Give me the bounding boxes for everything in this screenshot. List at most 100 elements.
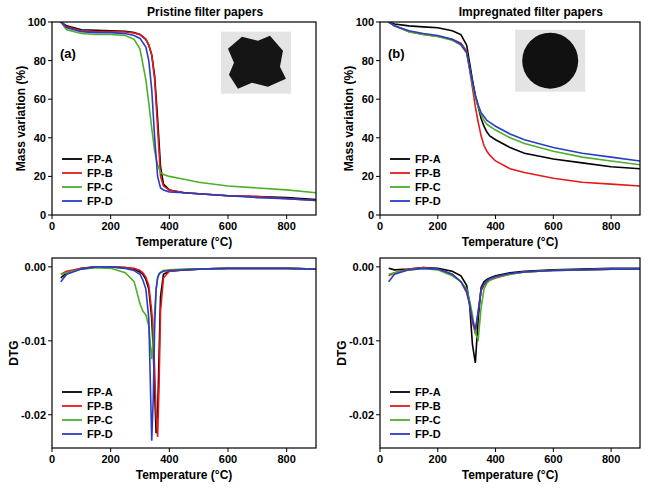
x-tick-label: 800 <box>277 220 295 232</box>
legend-label: FP-A <box>87 386 113 398</box>
panel-title: Impregnated filter papers <box>459 5 603 19</box>
legend-swatch <box>62 405 82 407</box>
x-tick-label: 200 <box>429 453 447 465</box>
legend-label: FP-B <box>87 167 113 179</box>
panel: 0200400600800-0.02-0.010.00Temperature (… <box>7 258 316 482</box>
x-axis-title: Temperature (°C) <box>136 468 233 482</box>
x-tick-label: 800 <box>277 453 295 465</box>
legend-swatch <box>390 391 410 393</box>
plot-frame <box>52 22 316 215</box>
y-tick <box>376 266 380 267</box>
x-tick-label: 200 <box>101 220 119 232</box>
panel: 0200400600800-0.02-0.010.00Temperature (… <box>335 258 640 482</box>
legend-label: FP-D <box>87 428 113 440</box>
legend-label: FP-D <box>415 428 441 440</box>
y-tick-label: 100 <box>356 16 374 28</box>
legend-swatch <box>62 433 82 435</box>
y-tick <box>48 340 52 341</box>
y-tick <box>376 176 380 177</box>
y-tick-label: 0 <box>40 209 46 221</box>
legend-label: FP-C <box>415 414 441 426</box>
y-tick <box>376 137 380 138</box>
y-tick-label: 20 <box>34 170 46 182</box>
x-tick <box>169 448 170 452</box>
series-line <box>389 22 640 165</box>
series-line <box>61 22 316 201</box>
legend: FP-AFP-BFP-CFP-D <box>390 386 441 440</box>
x-tick-label: 600 <box>219 453 237 465</box>
y-tick <box>48 137 52 138</box>
y-tick-label: 20 <box>362 170 374 182</box>
x-axis-title: Temperature (°C) <box>136 235 233 249</box>
x-tick <box>110 448 111 452</box>
x-tick-label: 400 <box>160 220 178 232</box>
series-line <box>389 268 640 329</box>
x-tick-label: 200 <box>429 220 447 232</box>
y-tick-label: 0.00 <box>353 261 374 273</box>
x-tick-label: 0 <box>377 453 383 465</box>
y-tick-label: 60 <box>34 93 46 105</box>
y-tick <box>48 60 52 61</box>
panel-title: Pristine filter papers <box>147 5 263 19</box>
plot-frame <box>380 22 640 215</box>
legend-swatch <box>390 433 410 435</box>
x-tick-label: 600 <box>219 220 237 232</box>
series-line <box>389 268 640 334</box>
series-line <box>61 22 316 200</box>
x-tick-label: 0 <box>49 220 55 232</box>
y-tick-label: -0.01 <box>21 335 46 347</box>
x-tick <box>286 448 287 452</box>
x-tick <box>553 448 554 452</box>
series-line <box>389 22 640 186</box>
y-axis-title: Mass variation (%) <box>14 66 28 171</box>
legend-label: FP-A <box>415 153 441 165</box>
y-axis-title: DTG <box>335 340 349 365</box>
y-tick <box>376 414 380 415</box>
legend-label: FP-C <box>415 181 441 193</box>
x-tick <box>380 215 381 219</box>
x-tick <box>52 215 53 219</box>
legend-swatch <box>62 172 82 174</box>
y-tick <box>48 176 52 177</box>
legend-swatch <box>390 419 410 421</box>
y-tick <box>48 266 52 267</box>
x-tick <box>169 215 170 219</box>
legend-swatch <box>62 391 82 393</box>
panel: 0200400600800020406080100Temperature (°C… <box>342 5 640 249</box>
x-tick <box>611 448 612 452</box>
legend-label: FP-A <box>87 153 113 165</box>
series-line <box>389 22 640 169</box>
series-group <box>61 267 316 441</box>
series-line <box>389 22 640 161</box>
legend-label: FP-D <box>87 195 113 207</box>
y-tick-label: 0 <box>368 209 374 221</box>
legend-swatch <box>62 186 82 188</box>
x-tick <box>611 215 612 219</box>
panel: 0200400600800020406080100Temperature (°C… <box>14 5 316 249</box>
legend: FP-AFP-BFP-CFP-D <box>62 386 113 440</box>
legend-label: FP-C <box>87 181 113 193</box>
x-tick-label: 400 <box>160 453 178 465</box>
legend-swatch <box>390 158 410 160</box>
x-tick <box>228 215 229 219</box>
series-line <box>389 268 640 339</box>
y-tick <box>376 22 380 23</box>
x-tick <box>380 448 381 452</box>
legend-label: FP-B <box>415 400 441 412</box>
x-tick-label: 400 <box>486 220 504 232</box>
y-tick <box>48 215 52 216</box>
legend-swatch <box>62 158 82 160</box>
y-tick <box>48 414 52 415</box>
y-tick-label: 80 <box>34 55 46 67</box>
legend-label: FP-D <box>415 195 441 207</box>
x-tick-label: 400 <box>486 453 504 465</box>
x-tick <box>495 448 496 452</box>
y-tick-label: 80 <box>362 55 374 67</box>
y-tick-label: -0.02 <box>21 409 46 421</box>
series-line <box>61 268 316 360</box>
legend-label: FP-B <box>87 400 113 412</box>
x-tick <box>110 215 111 219</box>
x-tick <box>228 448 229 452</box>
plot-frame <box>380 258 640 448</box>
y-tick-label: 40 <box>34 132 46 144</box>
